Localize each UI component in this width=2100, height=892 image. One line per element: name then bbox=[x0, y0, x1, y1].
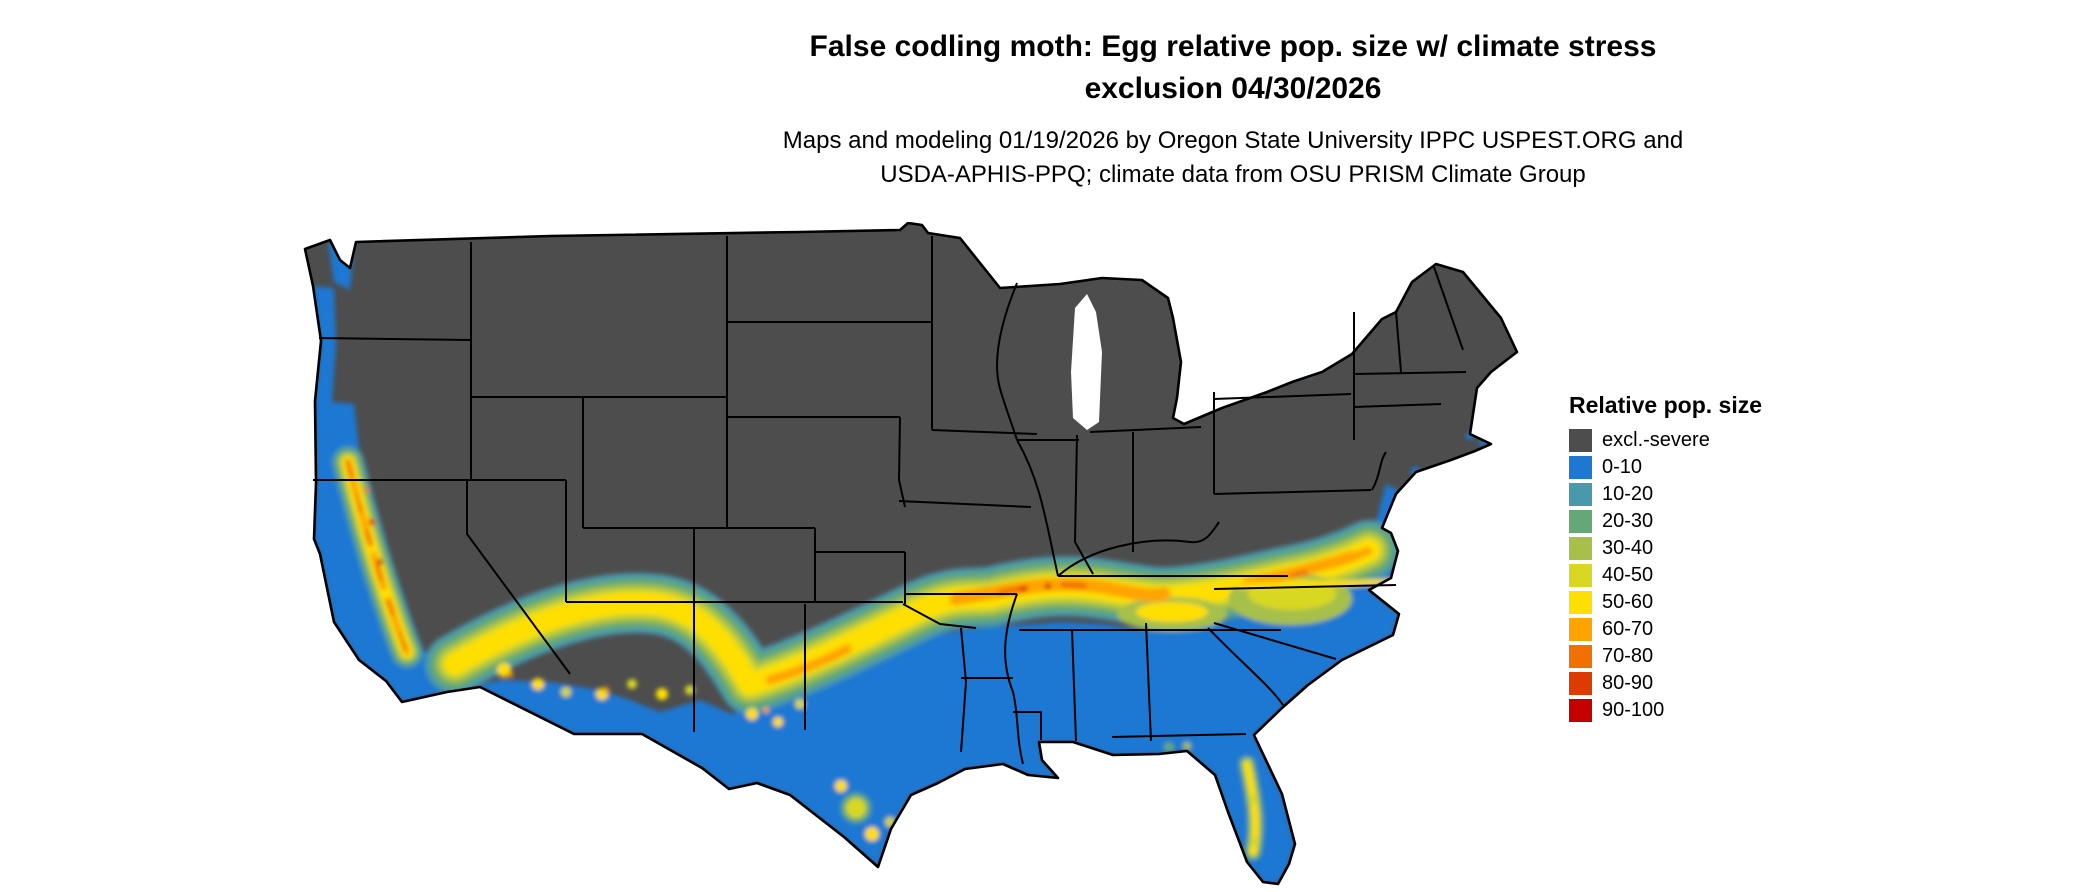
map-speck-orange-westtexas bbox=[763, 707, 769, 713]
map-speck-red-arkansas-1 bbox=[1019, 585, 1027, 593]
map-florida-ridge-yellow-high bbox=[1244, 761, 1258, 855]
header: False codling moth: Egg relative pop. si… bbox=[413, 26, 2053, 192]
legend-row: 60-70 bbox=[1569, 618, 1762, 641]
map-title: False codling moth: Egg relative pop. si… bbox=[413, 26, 2053, 110]
map-speck-gold-westtexas-2 bbox=[773, 717, 783, 727]
us-outline bbox=[303, 222, 1519, 886]
legend-label: 70-80 bbox=[1602, 645, 1654, 667]
map-speck-teal-lake-shore-1 bbox=[1274, 376, 1282, 384]
legend-swatch-90-100 bbox=[1569, 699, 1592, 722]
map-speck-yellow-westtexas bbox=[795, 699, 805, 709]
legend-row: 10-20 bbox=[1569, 483, 1762, 506]
state-borders bbox=[313, 236, 1467, 765]
legend-label: 0-10 bbox=[1602, 456, 1643, 478]
legend-label: 60-70 bbox=[1602, 618, 1654, 640]
map-valley-deeporange bbox=[346, 460, 409, 654]
legend-row: 0-10 bbox=[1569, 456, 1762, 479]
map-container bbox=[300, 222, 1530, 892]
legend-label: 80-90 bbox=[1602, 672, 1654, 694]
legend-row: excl.-severe bbox=[1569, 429, 1762, 452]
legend-title: Relative pop. size bbox=[1569, 392, 1763, 418]
legend-row: 90-100 bbox=[1569, 699, 1762, 722]
map-speck-green-panhandle bbox=[1164, 742, 1174, 752]
map-speck-deeporange-valley bbox=[363, 487, 369, 493]
map-band-deeporange-arkansas bbox=[997, 581, 1087, 596]
legend-label: 20-30 bbox=[1602, 510, 1654, 532]
legend: Relative pop. size excl.-severe 0-10 10-… bbox=[1569, 392, 1762, 726]
legend-swatch-10-20 bbox=[1569, 483, 1592, 506]
map-speck-yellow-border-1 bbox=[561, 687, 571, 697]
map-speck-yellow-border-3 bbox=[685, 685, 695, 695]
map-speck-yellow-southtexas-1 bbox=[846, 798, 866, 818]
legend-swatch-80-90 bbox=[1569, 672, 1592, 695]
map-speck-yellow-border-2 bbox=[627, 679, 637, 689]
legend-label: excl.-severe bbox=[1602, 429, 1710, 451]
legend-swatch-70-80 bbox=[1569, 645, 1592, 668]
map-speck-gold-newmexico-2 bbox=[656, 688, 668, 700]
map-subtitle-line2: USDA-APHIS-PPQ; climate data from OSU PR… bbox=[880, 161, 1586, 188]
map-title-line2: exclusion 04/30/2026 bbox=[1084, 72, 1382, 105]
legend-row: 80-90 bbox=[1569, 672, 1762, 695]
map-title-line1: False codling moth: Egg relative pop. si… bbox=[809, 30, 1657, 63]
map-speck-gold-southtexas-1 bbox=[865, 827, 879, 841]
map-speck-darkred-valley bbox=[377, 559, 383, 565]
legend-row: 20-30 bbox=[1569, 510, 1762, 533]
legend-label: 10-20 bbox=[1602, 483, 1654, 505]
map-speck-red-valley bbox=[368, 518, 376, 526]
map-speck-orange-newmexico bbox=[603, 687, 609, 693]
map-speck-orange-arizona bbox=[507, 671, 513, 677]
legend-swatch-0-10 bbox=[1569, 456, 1592, 479]
legend-swatch-excl-severe bbox=[1569, 429, 1592, 452]
map-subtitle: Maps and modeling 01/19/2026 by Oregon S… bbox=[413, 124, 2053, 192]
map-subtitle-line1: Maps and modeling 01/19/2026 by Oregon S… bbox=[782, 127, 1684, 154]
map-speck-gold-southtexas-2 bbox=[835, 780, 847, 792]
map-speck-yellowgreen-southtexas bbox=[904, 806, 916, 818]
legend-swatch-30-40 bbox=[1569, 537, 1592, 560]
legend-swatch-50-60 bbox=[1569, 591, 1592, 614]
map-region-southern-tier-blue bbox=[447, 581, 1399, 884]
map-band-deeporange-carolinas bbox=[1289, 565, 1327, 579]
legend-swatch-40-50 bbox=[1569, 564, 1592, 587]
legend-row: 30-40 bbox=[1569, 537, 1762, 560]
map-speck-darkred-arkansas bbox=[1045, 583, 1051, 589]
map-band-orange-texas bbox=[765, 644, 852, 685]
legend-row: 70-80 bbox=[1569, 645, 1762, 668]
legend-swatch-20-30 bbox=[1569, 510, 1592, 533]
legend-row: 50-60 bbox=[1569, 591, 1762, 614]
map-region-west-coast-blue bbox=[313, 286, 473, 702]
legend-row: 40-50 bbox=[1569, 564, 1762, 587]
map-speck-gold-arizona-2 bbox=[532, 678, 544, 690]
legend-label: 50-60 bbox=[1602, 591, 1654, 613]
legend-swatch-60-70 bbox=[1569, 618, 1592, 641]
legend-label: 30-40 bbox=[1602, 537, 1654, 559]
legend-label: 90-100 bbox=[1602, 699, 1665, 721]
lake-michigan bbox=[1071, 294, 1102, 430]
map-patch-georgia-yellow bbox=[1136, 602, 1208, 622]
legend-label: 40-50 bbox=[1602, 564, 1654, 586]
map-band-orange-virginia bbox=[1336, 547, 1372, 566]
map-line-va-nc-border-yellow bbox=[1237, 579, 1397, 589]
map-speck-gold-westtexas-1 bbox=[746, 708, 758, 720]
us-choropleth-map bbox=[303, 222, 1519, 886]
map-speck-yellowgreen-panhandle bbox=[1183, 742, 1191, 750]
